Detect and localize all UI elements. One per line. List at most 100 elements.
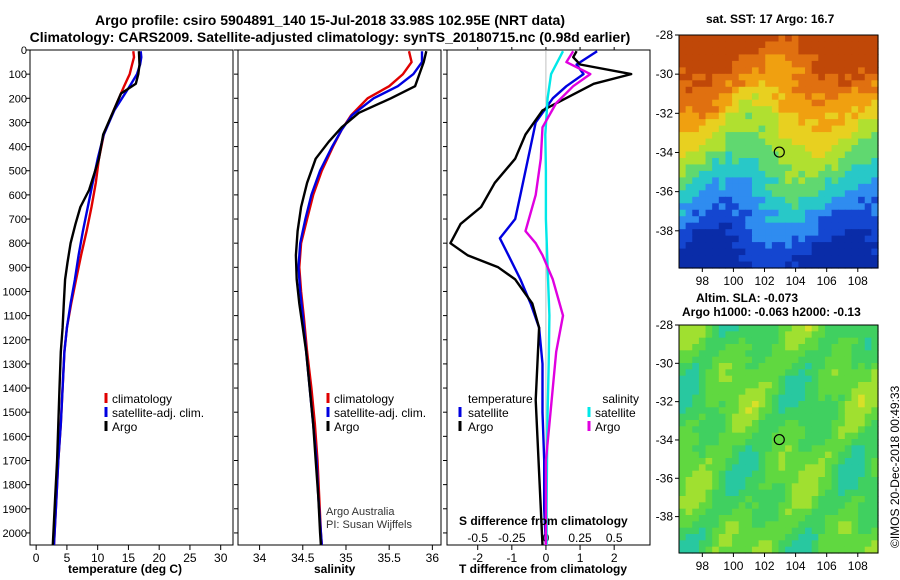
map-cell-3	[851, 183, 859, 191]
map-cell-4	[791, 546, 799, 554]
map-cell-3	[725, 119, 733, 127]
map-cell-4	[791, 394, 799, 402]
map-cell-4	[718, 426, 727, 434]
map-cell-3	[778, 93, 786, 101]
map-cell-4	[679, 546, 687, 554]
map-cell-4	[871, 325, 879, 332]
map-y-tick-label-3-1: -30	[656, 67, 674, 81]
map-cell-4	[791, 413, 799, 421]
map-cell-4	[824, 432, 833, 440]
map-cell-4	[758, 382, 766, 389]
map-cell-4	[771, 426, 780, 434]
map-cell-3	[838, 106, 846, 114]
map-cell-4	[771, 464, 780, 472]
map-cell-3	[851, 119, 859, 127]
map-cell-4	[851, 337, 859, 345]
map-cell-3	[851, 157, 859, 166]
map-cell-3	[838, 183, 846, 191]
map-cell-4	[818, 527, 826, 535]
map-cell-4	[685, 363, 693, 370]
map-cell-3	[858, 209, 866, 217]
depth-tick-label-15: 1500	[3, 407, 27, 419]
map-cell-3	[824, 235, 833, 243]
map-cell-3	[745, 106, 753, 114]
map-cell-3	[838, 196, 846, 204]
map-cell-4	[805, 527, 813, 535]
map-cell-3	[838, 67, 846, 75]
map-cell-3	[758, 145, 766, 153]
map-cell-3	[745, 93, 753, 101]
map-cell-3	[712, 203, 720, 211]
map-cell-4	[778, 540, 786, 548]
map-cell-3	[732, 73, 740, 81]
map-cell-4	[765, 325, 773, 332]
map-cell-4	[805, 331, 813, 339]
series-line-0-argo	[51, 51, 141, 546]
map-cell-3	[738, 73, 746, 81]
map-cell-3	[725, 60, 733, 68]
map-cell-3	[778, 248, 786, 256]
map-cell-3	[798, 203, 806, 211]
map-cell-3	[858, 93, 866, 101]
map-cell-3	[858, 170, 866, 178]
map-cell-4	[712, 394, 720, 402]
depth-tick-label-10: 1000	[3, 286, 27, 298]
map-frame-4	[678, 324, 879, 554]
map-cell-3	[785, 151, 793, 159]
map-cell-4	[771, 451, 780, 459]
map-cell-3	[838, 170, 846, 178]
map-cell-3	[851, 261, 859, 269]
map-cell-3	[705, 209, 713, 217]
map-cell-3	[785, 125, 793, 133]
map-cell-3	[791, 86, 799, 94]
map-cell-3	[778, 67, 786, 75]
map-cell-3	[698, 183, 707, 191]
map-cell-3	[705, 222, 713, 230]
map-cell-4	[805, 407, 813, 415]
map-cell-3	[679, 93, 687, 101]
map-cell-3	[844, 164, 853, 172]
map-cell-4	[778, 496, 786, 503]
map-cell-3	[838, 255, 846, 263]
map-cell-3	[851, 67, 859, 75]
map-cell-3	[692, 145, 700, 153]
map-cell-3	[698, 138, 707, 146]
map-cell-3	[698, 255, 707, 263]
map-cell-4	[718, 502, 727, 510]
map-cell-3	[818, 248, 826, 256]
map-cell-4	[698, 540, 707, 548]
map-cell-4	[745, 470, 753, 478]
map-cell-3	[698, 196, 707, 204]
map-cell-4	[785, 540, 793, 548]
map-cell-3	[771, 235, 780, 243]
map-cell-4	[758, 407, 766, 415]
map-cell-3	[831, 222, 839, 230]
map-cell-4	[738, 515, 746, 522]
map-cell-4	[864, 477, 872, 484]
map-cell-3	[712, 248, 720, 256]
map-cell-4	[771, 369, 780, 377]
map-cell-4	[679, 356, 687, 364]
map-cell-4	[712, 420, 720, 427]
map-cell-3	[745, 99, 753, 107]
map-cell-4	[685, 527, 693, 535]
map-cell-3	[712, 216, 720, 224]
map-cell-4	[692, 527, 700, 535]
map-cell-4	[791, 521, 799, 529]
map-cell-3	[705, 138, 713, 146]
map-cell-4	[785, 331, 793, 339]
map-cell-3	[679, 86, 687, 94]
map-cell-3	[791, 157, 799, 166]
map-cell-4	[685, 464, 693, 472]
map-cell-4	[831, 426, 839, 434]
map-cell-3	[692, 80, 700, 88]
map-y-tick-label-4-3: -34	[656, 433, 674, 447]
map-cell-3	[871, 93, 879, 101]
map-cell-4	[698, 401, 707, 408]
top-tick-label-2-0: -0.5	[467, 531, 488, 545]
map-cell-4	[811, 439, 819, 446]
map-cell-3	[705, 47, 713, 56]
map-cell-3	[791, 248, 799, 256]
map-cell-4	[725, 439, 733, 446]
map-cell-4	[758, 464, 766, 472]
